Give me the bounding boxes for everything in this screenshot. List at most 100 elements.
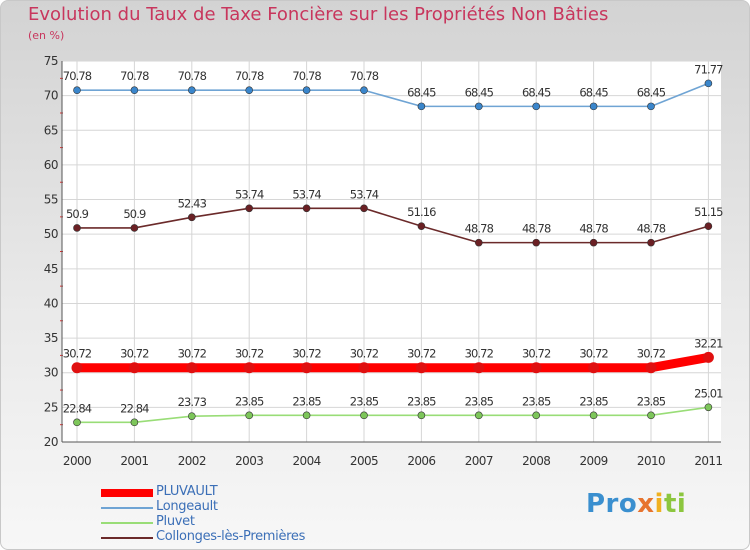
- legend-label: Pluvet: [156, 514, 195, 529]
- y-tick-label: 50: [44, 227, 58, 241]
- data-label-pluvet: 23.85: [522, 394, 551, 408]
- data-point-longeault: [188, 86, 196, 95]
- legend-label: PLUVAULT: [156, 484, 218, 499]
- data-point-collonges-le-s-premie-res: [474, 238, 483, 247]
- data-label-pluvault: 30.72: [637, 347, 666, 361]
- data-label-pluvet: 23.85: [579, 394, 608, 408]
- y-tick-label: 70: [44, 89, 58, 103]
- data-label-longeault: 68.45: [465, 85, 494, 99]
- data-label-pluvault: 30.72: [522, 347, 551, 361]
- data-point-collonges-le-s-premie-res: [647, 238, 655, 247]
- data-point-pluvet: [73, 418, 81, 427]
- data-label-longeault: 70.78: [292, 69, 321, 83]
- x-tick-label: 2008: [522, 454, 550, 468]
- data-label-collonges-le-s-premie-res: 51.16: [407, 205, 436, 219]
- legend-label: Collonges-lès-Premières: [156, 529, 306, 544]
- series-line-pluvault: [72, 352, 713, 373]
- data-point-collonges-le-s-premie-res: [188, 213, 196, 222]
- data-point-longeault: [474, 102, 483, 111]
- y-tick-label: 55: [44, 193, 58, 207]
- data-point-collonges-le-s-premie-res: [360, 204, 368, 213]
- logo-part-3: i: [654, 489, 664, 519]
- series-line-pluvet: [76, 406, 710, 424]
- legend-swatch: [101, 489, 153, 497]
- data-point-longeault: [589, 102, 598, 111]
- data-label-pluvault: 32.21: [694, 336, 723, 350]
- legend-swatch: [101, 507, 153, 509]
- x-tick-label: 2003: [235, 454, 263, 468]
- data-point-pluvault: [588, 362, 600, 374]
- data-point-pluvault: [645, 362, 657, 374]
- x-tick-label: 2000: [63, 454, 91, 468]
- y-tick-label: 45: [44, 262, 58, 276]
- y-tick-label: 75: [44, 54, 58, 68]
- data-label-pluvet: 23.85: [292, 394, 321, 408]
- data-label-pluvault: 30.72: [120, 347, 149, 361]
- data-label-collonges-le-s-premie-res: 52.43: [178, 196, 207, 210]
- data-label-collonges-le-s-premie-res: 53.74: [292, 187, 321, 201]
- data-point-pluvet: [302, 411, 311, 420]
- data-label-pluvet: 23.85: [350, 394, 379, 408]
- data-label-pluvault: 30.72: [292, 347, 321, 361]
- data-label-pluvet: 23.85: [407, 394, 436, 408]
- data-point-pluvet: [704, 403, 713, 412]
- data-label-collonges-le-s-premie-res: 50.9: [66, 207, 89, 221]
- data-point-pluvault: [473, 362, 485, 374]
- data-point-pluvet: [188, 412, 196, 420]
- data-label-pluvet: 23.85: [235, 394, 264, 408]
- data-label-pluvet: 23.85: [465, 394, 494, 408]
- x-tick-label: 2010: [637, 454, 665, 468]
- data-point-longeault: [302, 86, 311, 95]
- data-point-collonges-le-s-premie-res: [245, 204, 253, 213]
- data-point-pluvet: [474, 411, 483, 420]
- data-label-pluvet: 23.85: [637, 394, 666, 408]
- data-point-pluvet: [130, 418, 139, 427]
- data-point-pluvault: [71, 362, 83, 374]
- data-point-pluvault: [702, 351, 714, 363]
- data-point-longeault: [130, 86, 139, 95]
- legend-swatch: [101, 537, 153, 539]
- y-tick-label: 35: [44, 331, 58, 345]
- data-label-pluvault: 30.72: [407, 347, 436, 361]
- x-tick-label: 2011: [694, 454, 722, 468]
- data-point-collonges-le-s-premie-res: [589, 238, 598, 247]
- data-label-collonges-le-s-premie-res: 53.74: [235, 187, 264, 201]
- data-label-longeault: 70.78: [350, 69, 379, 83]
- data-point-pluvet: [647, 411, 655, 420]
- x-tick-label: 2001: [120, 454, 148, 468]
- x-tick-label: 2009: [580, 454, 608, 468]
- data-label-pluvault: 30.72: [63, 347, 92, 361]
- data-point-pluvault: [358, 362, 370, 374]
- series-line-longeault: [76, 82, 710, 108]
- x-tick-label: 2007: [465, 454, 493, 468]
- data-label-pluvet: 22.84: [120, 401, 149, 415]
- proxiti-logo: Proxiti: [586, 489, 686, 519]
- data-label-collonges-le-s-premie-res: 50.9: [123, 207, 146, 221]
- data-label-pluvault: 30.72: [178, 347, 207, 361]
- data-label-collonges-le-s-premie-res: 48.78: [637, 222, 666, 236]
- data-label-collonges-le-s-premie-res: 48.78: [522, 222, 551, 236]
- data-label-collonges-le-s-premie-res: 51.15: [694, 205, 723, 219]
- data-label-pluvault: 30.72: [235, 347, 264, 361]
- y-tick-label: 25: [44, 400, 58, 414]
- x-tick-label: 2004: [293, 454, 321, 468]
- data-point-longeault: [647, 102, 655, 111]
- data-point-collonges-le-s-premie-res: [302, 204, 311, 213]
- y-tick-label: 65: [44, 123, 58, 137]
- data-point-pluvet: [589, 411, 598, 420]
- data-point-pluvet: [360, 411, 368, 420]
- y-tick-label: 40: [44, 296, 58, 310]
- data-label-pluvault: 30.72: [350, 347, 379, 361]
- data-label-longeault: 68.45: [407, 85, 436, 99]
- chart-unit-label: (en %): [28, 29, 65, 42]
- data-point-pluvault: [186, 362, 198, 374]
- data-label-pluvault: 30.72: [579, 347, 608, 361]
- data-point-longeault: [532, 102, 541, 111]
- data-point-collonges-le-s-premie-res: [532, 238, 541, 247]
- data-label-collonges-le-s-premie-res: 53.74: [350, 187, 379, 201]
- data-point-pluvet: [532, 411, 541, 420]
- data-point-pluvault: [530, 362, 542, 374]
- x-tick-label: 2002: [178, 454, 206, 468]
- x-tick-label: 2005: [350, 454, 378, 468]
